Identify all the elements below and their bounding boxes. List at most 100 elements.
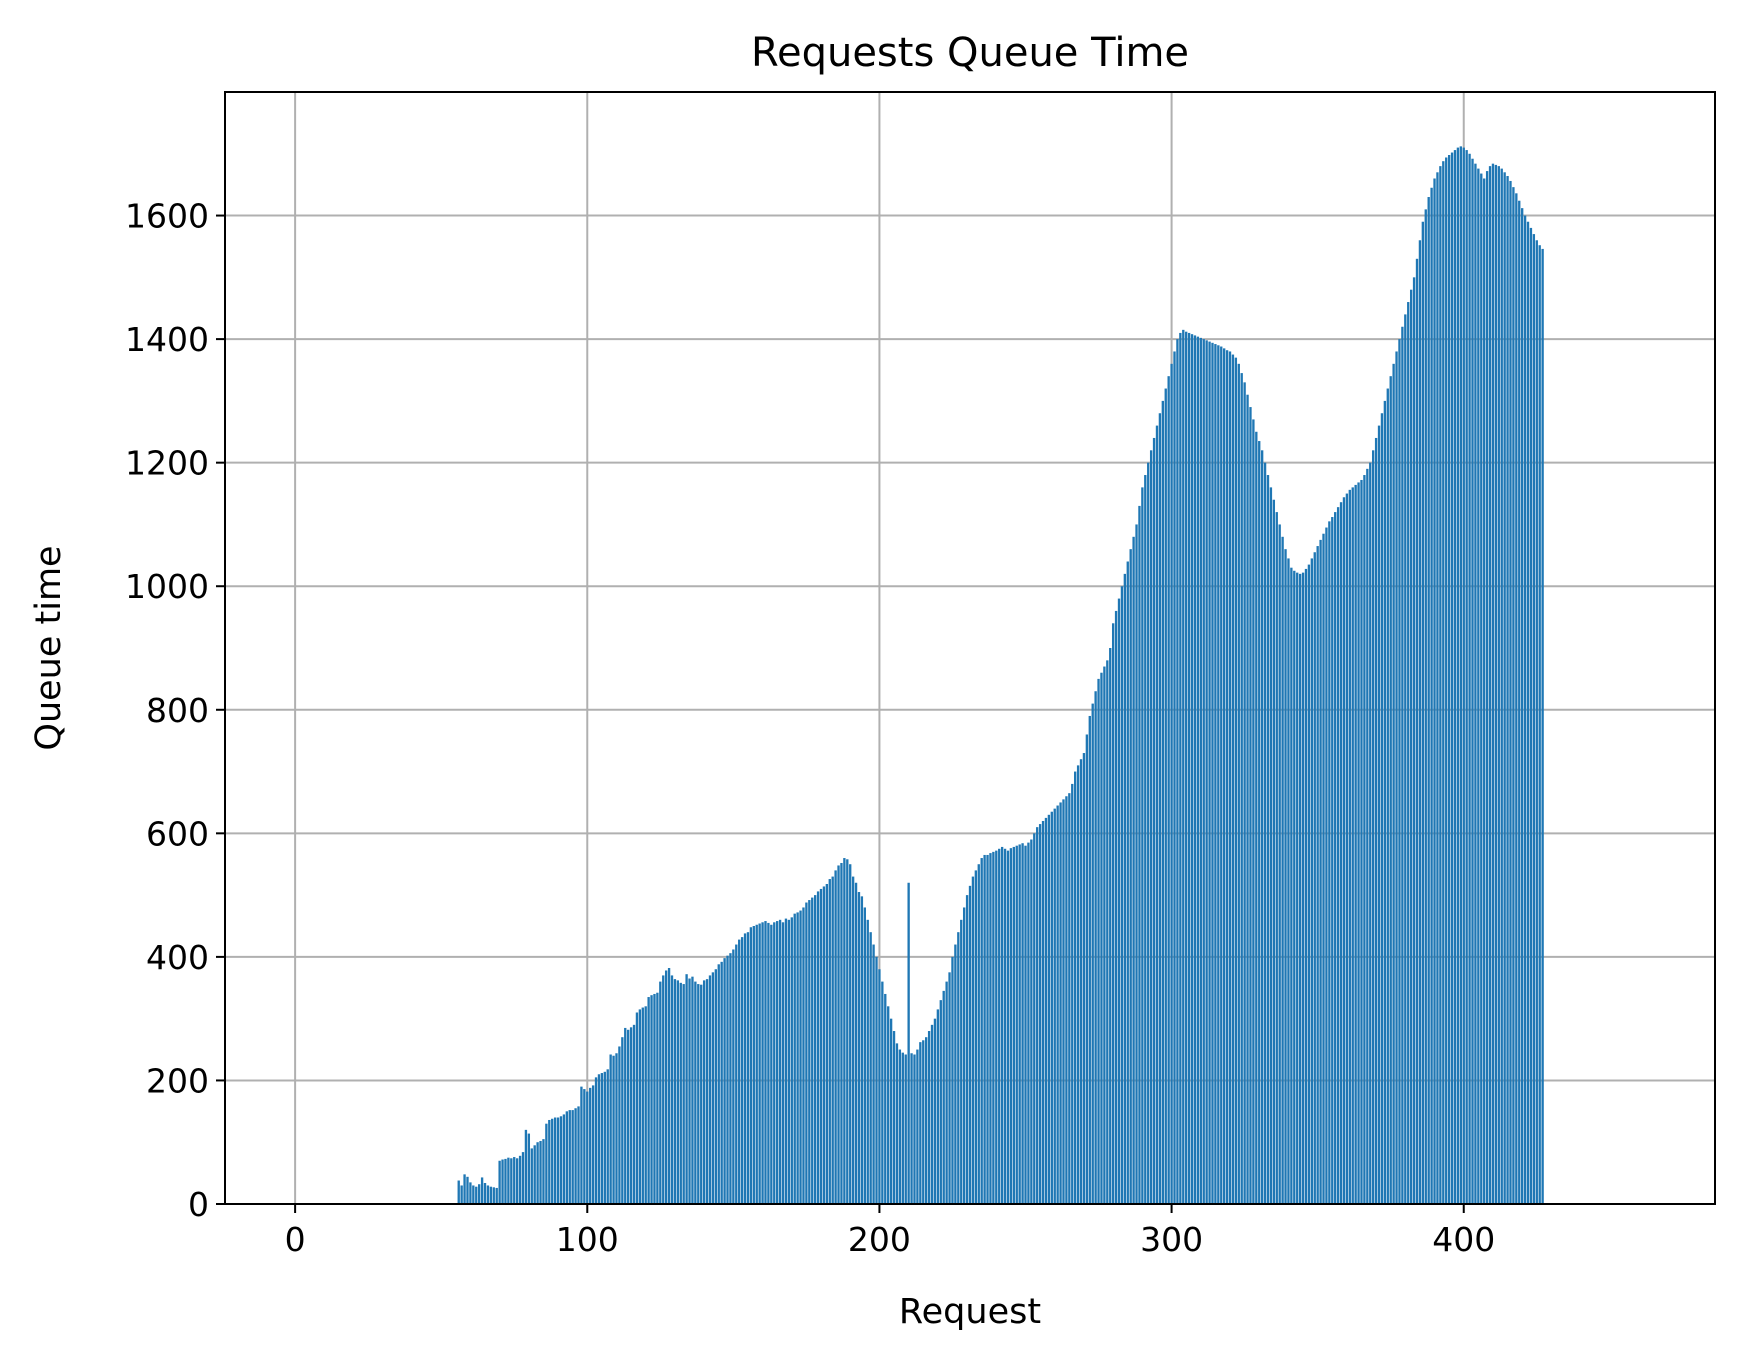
- bar: [767, 922, 770, 1204]
- bar: [1450, 152, 1454, 1204]
- bar: [1374, 437, 1378, 1204]
- bar: [1076, 765, 1080, 1204]
- bar: [872, 944, 875, 1204]
- bar: [1158, 413, 1162, 1204]
- bar: [968, 885, 972, 1204]
- bar: [1003, 848, 1007, 1204]
- bar: [1068, 793, 1071, 1204]
- bar: [910, 1053, 913, 1204]
- bar: [1500, 168, 1503, 1204]
- bar: [1170, 363, 1173, 1204]
- bar: [1342, 497, 1346, 1204]
- x-axis-label: Request: [899, 1292, 1041, 1332]
- bar: [843, 858, 846, 1204]
- bar: [478, 1184, 481, 1204]
- bar: [1185, 331, 1188, 1205]
- bar: [1094, 691, 1097, 1204]
- bar: [1310, 558, 1313, 1204]
- bar: [971, 876, 975, 1204]
- bar: [922, 1040, 925, 1204]
- bar: [1149, 450, 1153, 1204]
- bar: [778, 919, 782, 1204]
- bar: [1015, 845, 1018, 1204]
- bar: [1480, 173, 1483, 1205]
- bar: [986, 854, 989, 1204]
- bar: [705, 979, 709, 1204]
- bar: [1427, 197, 1430, 1204]
- bar: [1260, 450, 1264, 1204]
- bar: [1132, 536, 1135, 1204]
- bar: [1398, 339, 1401, 1205]
- bar: [1415, 258, 1419, 1204]
- x-tick-label: 400: [1432, 1220, 1495, 1259]
- bar: [1380, 413, 1384, 1204]
- bar: [1477, 168, 1480, 1204]
- bar: [577, 1106, 580, 1204]
- bar: [501, 1159, 504, 1204]
- bar: [840, 862, 843, 1204]
- bar: [901, 1052, 904, 1204]
- bar: [600, 1073, 604, 1204]
- bar: [1211, 342, 1214, 1205]
- bar: [752, 926, 755, 1204]
- bar: [685, 974, 688, 1204]
- bar: [1474, 163, 1477, 1204]
- bar: [849, 864, 852, 1204]
- bar: [808, 900, 811, 1204]
- bar: [974, 870, 978, 1204]
- bar: [597, 1074, 601, 1204]
- bar: [1041, 820, 1045, 1204]
- bar: [776, 921, 779, 1204]
- x-axis-ticks: 0 100 200 300 400: [285, 1204, 1495, 1259]
- bar: [977, 864, 980, 1204]
- y-tick-label: 200: [146, 1061, 209, 1100]
- bar: [1512, 187, 1515, 1205]
- bar: [799, 910, 802, 1204]
- bar: [1296, 572, 1299, 1204]
- bar: [1240, 373, 1243, 1205]
- bar: [702, 980, 706, 1204]
- bar: [551, 1118, 554, 1204]
- bar: [644, 1006, 647, 1204]
- bar: [749, 927, 753, 1204]
- bar: [1304, 568, 1308, 1204]
- bar: [589, 1087, 592, 1204]
- bar: [694, 981, 697, 1204]
- bar: [1214, 344, 1217, 1204]
- bar: [518, 1155, 522, 1204]
- bar: [1459, 146, 1462, 1204]
- bar: [1290, 567, 1293, 1204]
- bar: [1377, 425, 1381, 1205]
- bar: [708, 975, 712, 1204]
- bar: [1109, 648, 1112, 1204]
- bar: [1354, 484, 1357, 1204]
- bar: [1316, 546, 1319, 1204]
- y-tick-label: 600: [146, 814, 209, 853]
- bar: [717, 964, 720, 1204]
- bar: [936, 1009, 940, 1204]
- bar: [1281, 536, 1284, 1204]
- bar: [834, 870, 837, 1204]
- bar: [492, 1187, 495, 1204]
- bar: [1161, 400, 1164, 1204]
- bar: [933, 1018, 937, 1204]
- bar: [819, 888, 823, 1204]
- bar: [1515, 193, 1518, 1204]
- bar: [556, 1117, 560, 1204]
- y-tick-label: 400: [146, 938, 209, 977]
- bar: [1006, 850, 1010, 1204]
- bar: [787, 919, 791, 1204]
- bar: [667, 968, 671, 1204]
- bar: [1193, 335, 1197, 1205]
- bar: [887, 1006, 890, 1204]
- bar: [1386, 388, 1389, 1204]
- bar: [1266, 475, 1270, 1204]
- bar: [460, 1185, 463, 1204]
- bar: [1202, 339, 1205, 1205]
- bar: [1307, 564, 1311, 1204]
- bar: [755, 924, 758, 1204]
- bar: [545, 1123, 548, 1204]
- bar: [805, 902, 808, 1204]
- bar: [1103, 666, 1106, 1204]
